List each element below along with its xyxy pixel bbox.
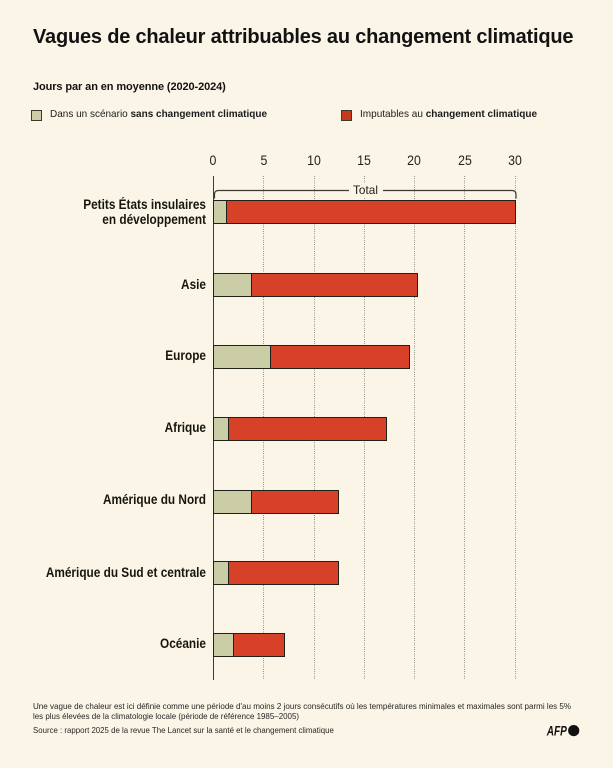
svg-text:AFP: AFP <box>546 723 568 738</box>
